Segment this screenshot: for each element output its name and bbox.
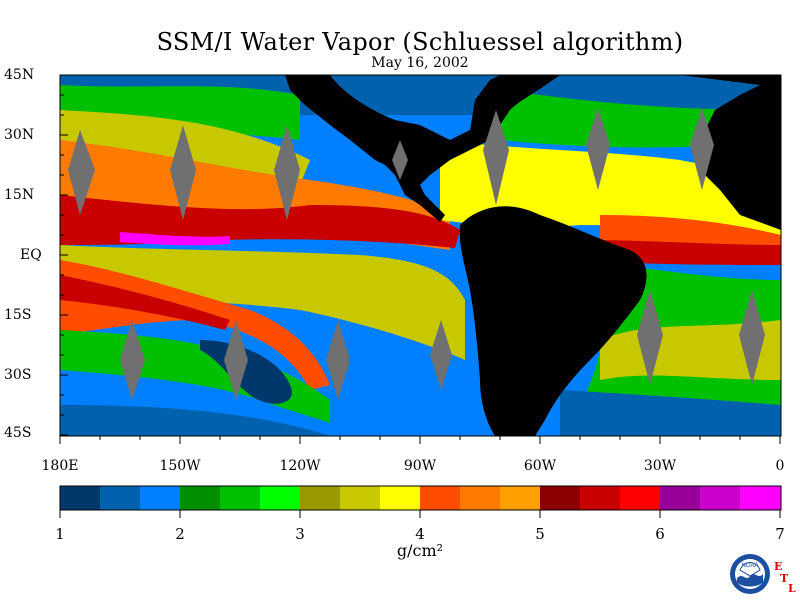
colorbar-swatch	[580, 486, 621, 510]
itcz-magenta	[120, 232, 230, 246]
units-label: g/cm²	[396, 541, 444, 560]
swath-gap	[483, 110, 509, 205]
swath-gap	[68, 130, 95, 215]
swath-gap	[120, 320, 145, 400]
s-atlantic-dark	[560, 390, 781, 436]
colorbar-tick-label: 3	[295, 525, 305, 543]
lon-label: 180E	[41, 458, 79, 474]
lon-label: 90W	[403, 458, 437, 474]
map-date: May 16, 2002	[371, 55, 469, 71]
colorbar-swatch	[140, 486, 181, 510]
colorbar-swatch	[100, 486, 141, 510]
lat-label: 45S	[4, 425, 32, 441]
south-america-land	[459, 206, 647, 436]
colorbar	[60, 486, 781, 510]
lon-label: 30W	[643, 458, 677, 474]
colorbar-ticks	[59, 510, 781, 518]
colorbar-swatch	[460, 486, 501, 510]
lon-ticks	[59, 436, 781, 444]
swath-gap	[690, 108, 714, 190]
colorbar-tick-label: 6	[655, 525, 665, 543]
swath-gap	[430, 320, 452, 390]
map-title: SSM/I Water Vapor (Schluessel algorithm)	[156, 28, 684, 56]
swath-gap	[392, 140, 408, 180]
colorbar-swatch	[380, 486, 421, 510]
colorbar-swatch	[340, 486, 381, 510]
swath-gap	[326, 320, 350, 400]
s-pacific-yellow	[60, 245, 465, 360]
etl-letter: T	[780, 572, 789, 585]
map-field	[60, 75, 781, 436]
lon-label: 60W	[523, 458, 557, 474]
lat-label: EQ	[20, 247, 42, 263]
colorbar-swatch	[220, 486, 261, 510]
lon-label: 120W	[279, 458, 321, 474]
lat-ticks	[60, 74, 68, 436]
africa-europe-land	[680, 75, 781, 230]
colorbar-swatch	[300, 486, 341, 510]
lat-label: 15S	[4, 307, 32, 323]
colorbar-swatch	[420, 486, 461, 510]
colorbar-tick-label: 2	[175, 525, 185, 543]
swath-gap	[224, 320, 248, 400]
noaa-etl-logo: NOAA E T L	[730, 554, 796, 595]
cyclone-blue	[200, 340, 292, 404]
spcz-red	[60, 275, 230, 330]
noaa-text: NOAA	[741, 563, 758, 569]
s-pacific-dark	[60, 405, 330, 436]
colorbar-swatch	[60, 486, 101, 510]
etl-letter: L	[788, 582, 796, 595]
lat-label: 30S	[4, 367, 32, 383]
lon-label: 0	[775, 458, 785, 474]
swath-gap	[637, 290, 663, 385]
swath-gap	[586, 108, 610, 190]
colorbar-swatch	[700, 486, 741, 510]
swath-gap	[739, 290, 765, 385]
swath-gaps	[68, 108, 765, 400]
colorbar-swatch	[620, 486, 661, 510]
colorbar-swatch	[260, 486, 301, 510]
swath-gap	[170, 125, 196, 220]
swath-gap	[274, 125, 300, 220]
colorbar-swatch	[500, 486, 541, 510]
lon-label: 150W	[159, 458, 201, 474]
gulf-land	[395, 136, 440, 150]
colorbar-swatch	[740, 486, 781, 510]
colorbar-swatch	[660, 486, 701, 510]
lat-label: 45N	[4, 67, 35, 83]
colorbar-tick-label: 1	[55, 525, 65, 543]
colorbar-swatch	[180, 486, 221, 510]
lat-label: 15N	[4, 187, 35, 203]
colorbar-swatch	[540, 486, 581, 510]
colorbar-tick-label: 7	[775, 525, 785, 543]
lat-label: 30N	[4, 127, 35, 143]
itcz-red	[60, 195, 460, 248]
etl-letter: E	[774, 560, 782, 573]
colorbar-tick-label: 4	[415, 525, 425, 543]
colorbar-tick-label: 5	[535, 525, 545, 543]
